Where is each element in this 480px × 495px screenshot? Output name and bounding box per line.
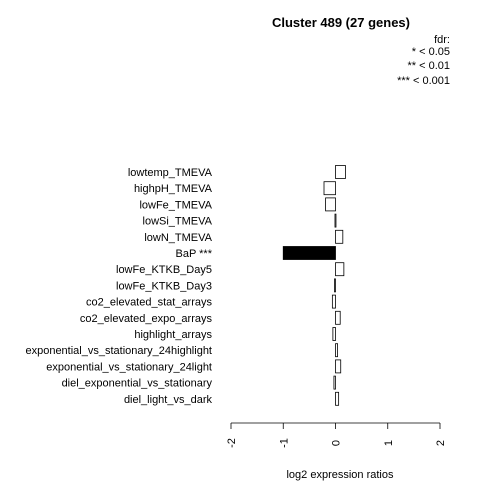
- bar: [335, 310, 341, 325]
- x-tick-label: 2: [435, 440, 447, 446]
- bar: [335, 262, 345, 277]
- category-label: lowFe_KTKB_Day3: [116, 280, 212, 292]
- legend: fdr: * < 0.05 ** < 0.01 *** < 0.001: [397, 34, 450, 87]
- bar: [335, 229, 344, 244]
- category-label: highlight_arrays: [134, 329, 212, 341]
- x-tick-label: -1: [278, 438, 290, 448]
- x-tick-label: 1: [383, 440, 395, 446]
- legend-entry-1: * < 0.05: [412, 46, 450, 58]
- bar: [334, 278, 336, 293]
- category-label: lowFe_TMEVA: [139, 199, 212, 211]
- bar: [335, 359, 342, 374]
- bar: [331, 294, 336, 309]
- category-label: lowN_TMEVA: [144, 232, 212, 244]
- category-label: highpH_TMEVA: [134, 183, 213, 195]
- category-label: diel_light_vs_dark: [124, 394, 213, 406]
- category-label: co2_elevated_expo_arrays: [80, 313, 213, 325]
- bar: [323, 181, 336, 196]
- bar: [335, 165, 346, 179]
- bars: [282, 165, 346, 406]
- bar: [333, 375, 336, 390]
- category-label: exponential_vs_stationary_24highlight: [25, 345, 212, 357]
- category-label: co2_elevated_stat_arrays: [86, 297, 212, 309]
- category-labels: lowtemp_TMEVA highpH_TMEVA lowFe_TMEVA lowS…: [25, 167, 212, 406]
- x-axis: -2 -1 0 1 2: [226, 422, 447, 448]
- bar: [282, 246, 336, 260]
- chart-title: Cluster 489 (27 genes): [272, 15, 410, 30]
- bar: [335, 343, 338, 358]
- bar: [325, 197, 336, 212]
- legend-title: fdr:: [434, 34, 450, 46]
- bar: [335, 391, 340, 406]
- category-label: BaP ***: [176, 248, 213, 260]
- x-tick-label: -2: [226, 438, 238, 448]
- category-label: lowFe_KTKB_Day5: [116, 264, 212, 276]
- category-label: lowtemp_TMEVA: [128, 167, 213, 179]
- legend-entry-3: *** < 0.001: [397, 75, 450, 87]
- category-label: diel_exponential_vs_stationary: [62, 378, 213, 390]
- x-axis-label: log2 expression ratios: [286, 469, 394, 481]
- legend-entry-2: ** < 0.01: [407, 60, 450, 72]
- bar: [332, 327, 336, 341]
- x-tick-label: 0: [331, 440, 343, 446]
- category-label: exponential_vs_stationary_24light: [46, 361, 212, 373]
- category-label: lowSi_TMEVA: [143, 216, 213, 228]
- bar: [334, 213, 337, 228]
